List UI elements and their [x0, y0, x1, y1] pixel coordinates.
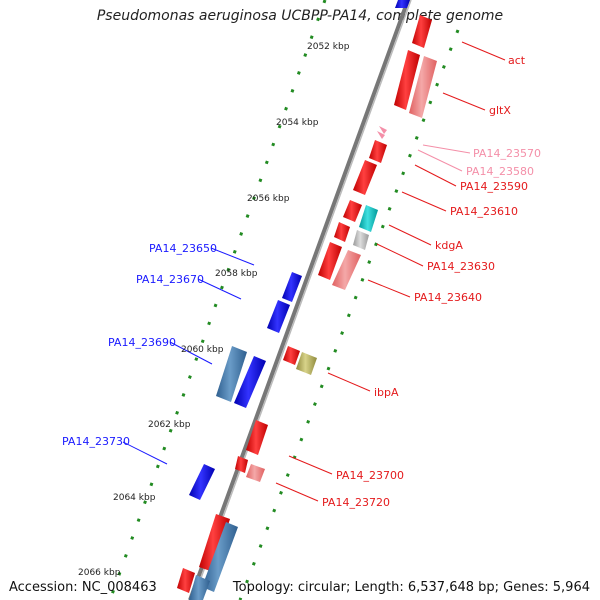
- leader-lines: [122, 41, 506, 502]
- gene-label-pa14-23700[interactable]: PA14_23700: [336, 469, 404, 482]
- gene-pa14-23640[interactable]: [332, 250, 361, 290]
- gene-pa14-23590[interactable]: [369, 140, 387, 163]
- genome-backbone-highlight: [192, 0, 412, 600]
- gene-label-pa14-23570[interactable]: PA14_23570: [473, 147, 541, 160]
- gene-label-pa14-23670[interactable]: PA14_23670: [136, 273, 204, 286]
- gene-pa14-23630[interactable]: [318, 222, 350, 280]
- gene-label-pa14-23650[interactable]: PA14_23650: [149, 242, 217, 255]
- gene-unlabelled-3[interactable]: [189, 0, 410, 600]
- gene-pa14-23670[interactable]: [267, 300, 290, 333]
- tick-label-2064: 2064 kbp: [113, 493, 156, 503]
- gene-pa14-23580[interactable]: [377, 131, 385, 139]
- gene-pa14-23720[interactable]: [246, 464, 265, 482]
- gene-pa14-23610[interactable]: [353, 160, 377, 195]
- gene-label-pa14-23580[interactable]: PA14_23580: [466, 165, 534, 178]
- genome-backbone: [188, 0, 410, 600]
- gene-label-pa14-23640[interactable]: PA14_23640: [414, 291, 482, 304]
- gene-label-pa14-23720[interactable]: PA14_23720: [322, 496, 390, 509]
- gene-pa14-23690[interactable]: [216, 346, 266, 408]
- gene-pa14-23570[interactable]: [379, 126, 387, 134]
- gene-label-pa14-23730[interactable]: PA14_23730: [62, 435, 130, 448]
- gene-ibpa[interactable]: [283, 346, 317, 375]
- tick-label-2066: 2066 kbp: [78, 568, 121, 578]
- gene-pa14-23700[interactable]: [235, 420, 268, 473]
- gene-label-ibpa[interactable]: ibpA: [374, 386, 399, 399]
- tick-label-2062: 2062 kbp: [148, 420, 191, 430]
- gene-gltx[interactable]: [394, 50, 437, 118]
- gc-track-outer: [238, 29, 460, 600]
- tick-label-2052: 2052 kbp: [307, 42, 350, 52]
- gene-label-pa14-23630[interactable]: PA14_23630: [427, 260, 495, 273]
- gene-act[interactable]: [412, 15, 432, 48]
- topology-text: Topology: circular; Length: 6,537,648 bp…: [232, 580, 590, 595]
- accession-text: Accession: NC_008463: [9, 580, 157, 595]
- gene-label-pa14-23690[interactable]: PA14_23690: [108, 336, 176, 349]
- tick-label-2056: 2056 kbp: [247, 194, 290, 204]
- gene-label-act[interactable]: act: [508, 54, 526, 67]
- gene-pa14-23730[interactable]: [189, 464, 215, 500]
- gene-unlabelled-1[interactable]: [343, 200, 362, 222]
- tick-label-2054: 2054 kbp: [276, 118, 319, 128]
- gene-label-kdga[interactable]: kdgA: [435, 239, 463, 252]
- tick-label-2058: 2058 kbp: [215, 269, 258, 279]
- tick-label-2060: 2060 kbp: [181, 345, 224, 355]
- gene-label-gltx[interactable]: gltX: [489, 104, 511, 117]
- gene-unlabelled-2[interactable]: [177, 514, 230, 593]
- gene-pa14-23650[interactable]: [282, 272, 302, 302]
- gene-label-pa14-23610[interactable]: PA14_23610: [450, 205, 518, 218]
- gene-label-pa14-23590[interactable]: PA14_23590: [460, 180, 528, 193]
- gene-kdga[interactable]: [353, 205, 378, 250]
